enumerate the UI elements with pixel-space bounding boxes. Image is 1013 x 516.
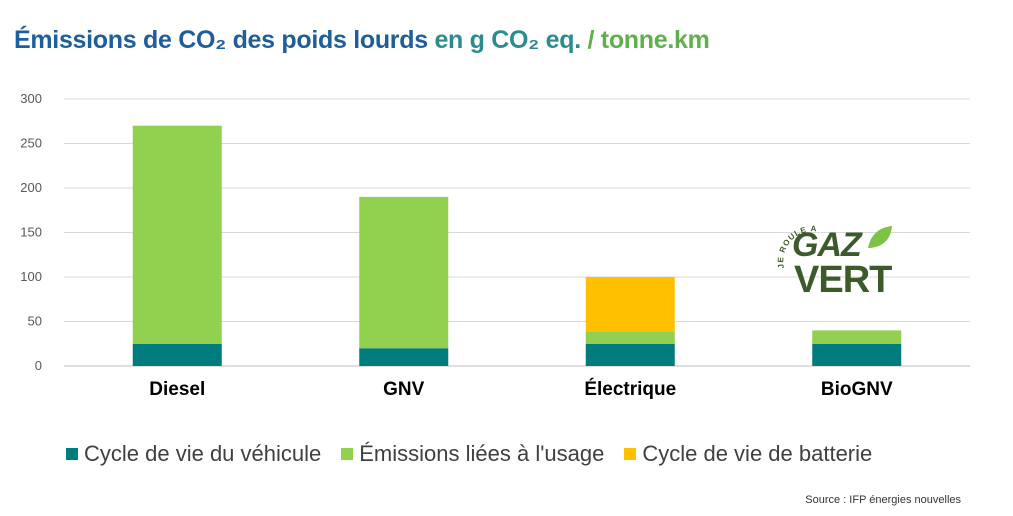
legend-item-vehicle-lifecycle: Cycle de vie du véhicule [66,441,321,467]
legend-swatch [624,448,637,460]
x-category-label: BioGNV [821,379,893,400]
bar-segment [585,277,675,332]
bar-segment [585,343,675,366]
logo-word-vert: VERT [794,259,892,298]
bar-segment [132,125,222,344]
chart-title: Émissions de CO₂ des poids lourds en g C… [14,26,710,55]
title-part-unit: en g CO₂ eq. [427,26,581,54]
y-tick-label: 150 [20,225,42,240]
x-category-label: Électrique [584,378,676,400]
bar-segment [132,343,222,366]
y-tick-label: 100 [20,269,42,284]
legend: Cycle de vie du véhicule Émissions liées… [66,441,892,467]
x-axis-categories: Diesel GNV Électrique BioGNV [149,378,893,400]
bar-segment [359,348,449,366]
legend-label: Cycle de vie de batterie [642,441,873,466]
y-tick-label: 250 [20,136,42,151]
stacked-bar-chart: 0 50 100 150 200 250 300 Diesel GNV Électrique Bi… [20,91,970,400]
legend-swatch [66,448,78,460]
y-axis-ticks: 0 50 100 150 200 250 300 [20,91,42,373]
x-category-label: GNV [383,379,425,400]
bar-segment [812,343,902,366]
legend-item-battery-lifecycle: Cycle de vie de batterie [624,441,872,467]
x-category-label: Diesel [149,379,205,400]
bar-segment [585,331,675,344]
leaf-icon [868,226,892,248]
source-note: Source : IFP énergies nouvelles [805,494,961,506]
bar-segment [359,196,449,349]
legend-item-usage-emissions: Émissions liées à l'usage [341,441,604,467]
logo-word-gaz: GAZ [792,226,863,264]
bars [132,125,902,366]
legend-swatch [341,448,354,460]
title-part-main: Émissions de CO₂ des poids lourds [14,26,428,54]
gaz-vert-logo: JE ROULE AU GAZ VERT [767,211,895,303]
bar-segment [812,330,902,344]
y-tick-label: 300 [20,91,42,106]
legend-label: Cycle de vie du véhicule [84,441,322,466]
y-tick-label: 0 [35,358,42,373]
y-tick-label: 200 [20,180,42,195]
y-tick-label: 50 [28,314,42,329]
legend-label: Émissions liées à l'usage [359,441,605,466]
title-part-per: / tonne.km [580,26,710,54]
